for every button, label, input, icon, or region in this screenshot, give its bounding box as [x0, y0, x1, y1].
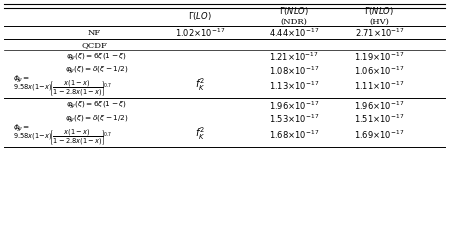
Text: $1.19{\times}10^{-17}$: $1.19{\times}10^{-17}$	[354, 51, 405, 64]
Text: $1.21{\times}10^{-17}$: $1.21{\times}10^{-17}$	[269, 51, 319, 64]
Text: QCDF: QCDF	[81, 41, 107, 49]
Text: $1.68{\times}10^{-17}$: $1.68{\times}10^{-17}$	[269, 129, 319, 141]
Text: (HV): (HV)	[370, 18, 389, 26]
Text: $1.11{\times}10^{-17}$: $1.11{\times}10^{-17}$	[354, 80, 405, 92]
Text: $2.71{\times}10^{-17}$: $2.71{\times}10^{-17}$	[355, 26, 404, 39]
Text: $\Gamma(LO)$: $\Gamma(LO)$	[188, 10, 211, 22]
Text: $1.08{\times}10^{-17}$: $1.08{\times}10^{-17}$	[269, 64, 319, 77]
Text: $4.44{\times}10^{-17}$: $4.44{\times}10^{-17}$	[269, 26, 319, 39]
Text: NF: NF	[88, 29, 101, 37]
Text: $1.69{\times}10^{-17}$: $1.69{\times}10^{-17}$	[354, 129, 405, 141]
Text: $\varphi_{J\!\!\psi}(\xi)=\delta(\xi-1/2)$: $\varphi_{J\!\!\psi}(\xi)=\delta(\xi-1/2…	[65, 65, 128, 76]
Text: $1.96{\times}10^{-17}$: $1.96{\times}10^{-17}$	[269, 99, 319, 112]
Text: $1.96{\times}10^{-17}$: $1.96{\times}10^{-17}$	[354, 99, 405, 112]
Text: $9.58x(1\!-\!x)\!\left[\dfrac{x(1-x)}{1-2.8x(1-x)}\right]^{\!\!0.7}$: $9.58x(1\!-\!x)\!\left[\dfrac{x(1-x)}{1-…	[13, 79, 113, 98]
Text: $9.58x(1\!-\!x)\!\left[\dfrac{x(1-x)}{1-2.8x(1-x)}\right]^{\!\!0.7}$: $9.58x(1\!-\!x)\!\left[\dfrac{x(1-x)}{1-…	[13, 128, 113, 147]
Text: $1.06{\times}10^{-17}$: $1.06{\times}10^{-17}$	[354, 64, 405, 77]
Text: (NDR): (NDR)	[281, 18, 308, 26]
Text: $f_K^2$: $f_K^2$	[195, 125, 205, 142]
Text: $\varphi_{J\!\!\psi}(\xi)=\delta(\xi-1/2)$: $\varphi_{J\!\!\psi}(\xi)=\delta(\xi-1/2…	[65, 113, 128, 125]
Text: $1.51{\times}10^{-17}$: $1.51{\times}10^{-17}$	[354, 113, 405, 125]
Text: $\phi_{J\!\!\psi}=$: $\phi_{J\!\!\psi}=$	[13, 74, 31, 85]
Text: $1.13{\times}10^{-17}$: $1.13{\times}10^{-17}$	[269, 80, 319, 92]
Text: $\Gamma(NLO)$: $\Gamma(NLO)$	[365, 5, 394, 17]
Text: $\varphi_{J\!\!\psi}(\xi)=6\xi(1-\xi)$: $\varphi_{J\!\!\psi}(\xi)=6\xi(1-\xi)$	[66, 51, 127, 63]
Text: $1.02{\times}10^{-17}$: $1.02{\times}10^{-17}$	[175, 26, 225, 39]
Text: $1.53{\times}10^{-17}$: $1.53{\times}10^{-17}$	[269, 113, 319, 125]
Text: $f_K^2$: $f_K^2$	[195, 76, 205, 93]
Text: $\Gamma(NLO)$: $\Gamma(NLO)$	[279, 5, 309, 17]
Text: $\varphi_{J\!\!\psi}(\xi)=6\xi(1-\xi)$: $\varphi_{J\!\!\psi}(\xi)=6\xi(1-\xi)$	[66, 100, 127, 111]
Text: $\phi_{J\!\!\psi}=$: $\phi_{J\!\!\psi}=$	[13, 122, 31, 134]
